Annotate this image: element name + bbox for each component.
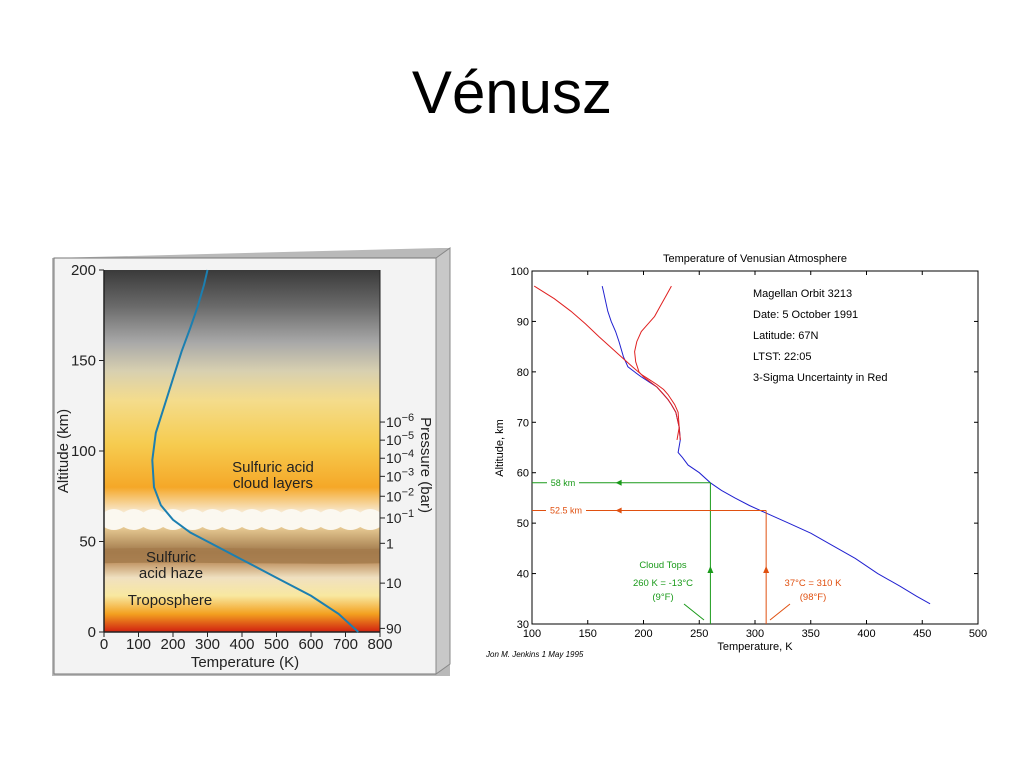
info-line: Latitude: 67N	[753, 330, 818, 342]
info-line: LTST: 22:05	[753, 351, 812, 363]
cloud-tops-pointer	[683, 603, 705, 621]
y-tick-label: 90	[517, 316, 529, 328]
cloud-tops-f: (9°F)	[652, 592, 673, 603]
y-tick-label: 100	[71, 443, 96, 460]
y-axis-label: Altitude (km)	[55, 409, 72, 493]
label-58km: 58 km	[551, 478, 576, 488]
chart-title: Temperature of Venusian Atmosphere	[663, 253, 847, 265]
label-bg-58km	[547, 475, 579, 489]
pressure-tick-label: 10	[386, 575, 402, 591]
arrow-up-58km	[707, 566, 714, 574]
temperature-curve	[151, 269, 359, 633]
right-chart: 100 150 200 250 300 350 400 450 500 30 40 50 60 70 80 9…	[485, 253, 987, 659]
slide-title: Vénusz	[411, 59, 613, 126]
pressure-exponent: −2	[402, 486, 415, 498]
pressure-exponent: −6	[402, 412, 415, 424]
pressure-exponent: −3	[402, 466, 415, 478]
warm-f: (98°F)	[800, 592, 827, 603]
cloud-label: Sulfuric acid	[232, 459, 314, 476]
x-tick-label: 100	[523, 628, 541, 640]
y-tick-label: 60	[517, 468, 529, 480]
arrow-58km	[615, 479, 622, 486]
x-tick-label: 300	[746, 628, 764, 640]
y-tick-label: 80	[517, 367, 529, 379]
y-tick-label: 200	[71, 262, 96, 279]
y-tick-label: 30	[517, 619, 529, 631]
haze-band	[104, 547, 380, 564]
left-chart: 0 100 200 300 400 500 600 700 800 0 50 100 150 200 10 −…	[52, 247, 451, 676]
y-tick-label: 40	[517, 569, 529, 581]
x-tick-label: 150	[579, 628, 597, 640]
x-tick-label: 0	[100, 636, 108, 653]
cloud-band	[104, 509, 380, 531]
x-tick-label: 100	[126, 636, 151, 653]
y-axis-label: Altitude, km	[494, 419, 506, 476]
y-tick-label: 50	[517, 518, 529, 530]
x-tick-label: 400	[229, 636, 254, 653]
haze-label: acid haze	[139, 565, 203, 582]
pressure-axis-label: Pressure (bar)	[417, 417, 434, 513]
x-tick-label: 300	[195, 636, 220, 653]
x-tick-label: 250	[690, 628, 708, 640]
x-tick-label: 450	[913, 628, 931, 640]
arrow-up-52km	[763, 566, 770, 574]
atmosphere-background	[104, 270, 380, 632]
haze-label: Sulfuric	[146, 549, 197, 566]
x-tick-label: 800	[367, 636, 392, 653]
x-tick-label: 350	[802, 628, 820, 640]
info-line: Magellan Orbit 3213	[753, 288, 852, 300]
label-bg-52km	[546, 503, 586, 517]
x-tick-label: 500	[264, 636, 289, 653]
info-line: 3-Sigma Uncertainty in Red	[753, 372, 888, 384]
x-tick-label: 200	[634, 628, 652, 640]
pressure-tick-label: 90	[386, 620, 402, 636]
label-52km: 52.5 km	[550, 506, 582, 516]
x-axis-label: Temperature (K)	[191, 654, 299, 671]
sigma-line-red-right	[634, 285, 681, 440]
pressure-exponent: −1	[402, 508, 415, 520]
cloud-tops-temp: 260 K = -13°C	[633, 578, 693, 589]
sigma-line-red-left	[533, 285, 680, 440]
x-tick-label: 600	[298, 636, 323, 653]
x-axis-label: Temperature, K	[717, 641, 793, 653]
cloud-label: cloud layers	[233, 475, 313, 492]
y-tick-label: 0	[88, 624, 96, 641]
y-tick-label: 70	[517, 417, 529, 429]
troposphere-label: Troposphere	[128, 592, 213, 609]
warm-pointer	[769, 603, 791, 621]
plot-frame	[531, 270, 979, 625]
x-tick-label: 700	[333, 636, 358, 653]
y-tick-label: 150	[71, 353, 96, 370]
pressure-exponent: −5	[402, 430, 415, 442]
y-tick-label: 50	[79, 534, 96, 551]
arrow-52km	[615, 507, 622, 514]
y-tick-label: 100	[511, 266, 529, 278]
warm-temp: 37°C = 310 K	[785, 578, 843, 589]
pressure-exponent: −4	[402, 448, 415, 460]
x-tick-label: 400	[857, 628, 875, 640]
x-tick-label: 200	[160, 636, 185, 653]
credit-text: Jon M. Jenkins 1 May 1995	[485, 650, 584, 659]
cloud-tops-title: Cloud Tops	[639, 560, 687, 571]
pressure-tick-label: 1	[386, 535, 394, 551]
x-tick-label: 500	[969, 628, 987, 640]
panel-bevel-right	[435, 247, 451, 675]
info-line: Date: 5 October 1991	[753, 309, 858, 321]
